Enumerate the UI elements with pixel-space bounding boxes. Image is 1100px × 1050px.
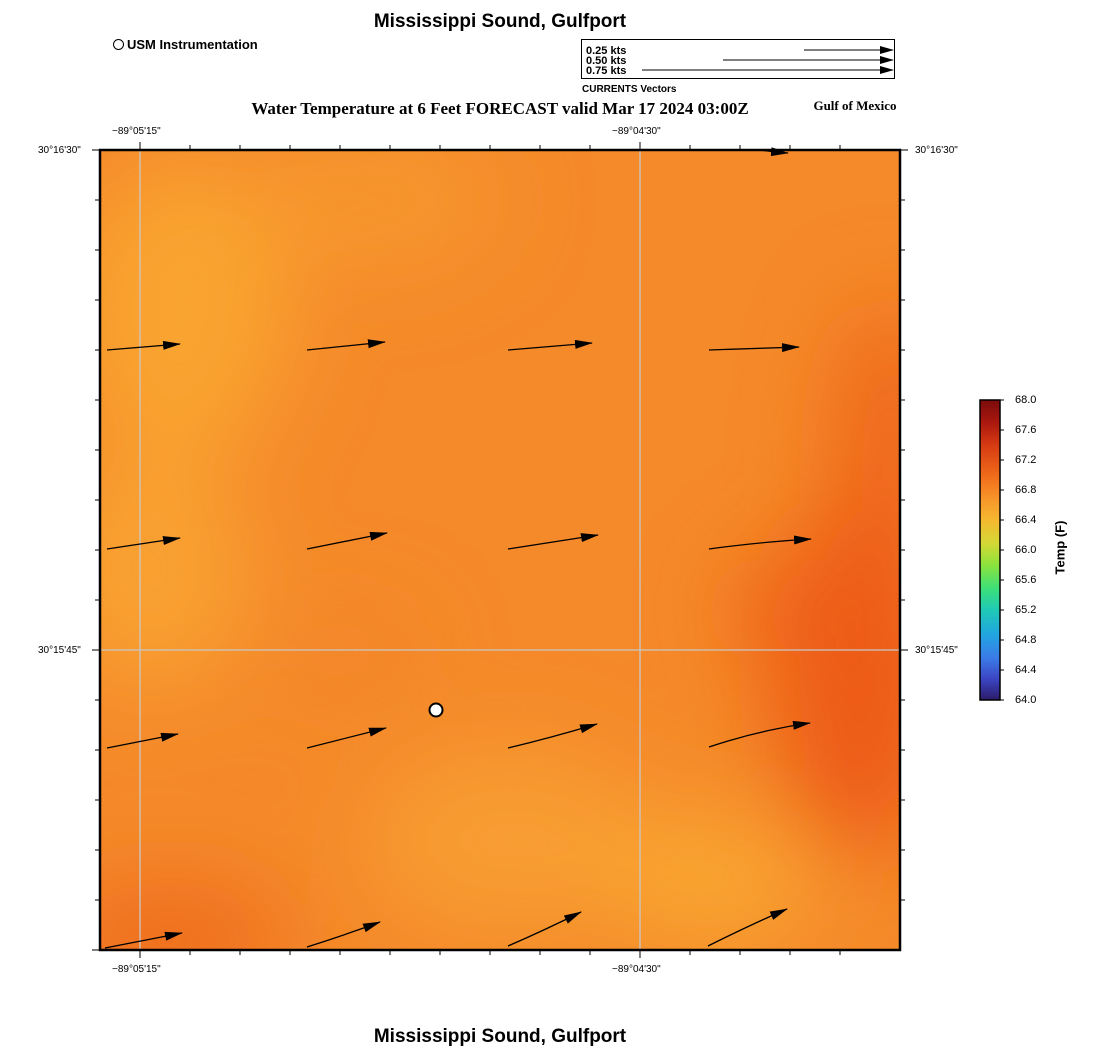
colorbar-tick-label: 64.4 <box>1015 664 1037 676</box>
colorbar-tick-label: 68.0 <box>1015 394 1037 406</box>
ref-vector-label-3: 0.75 kts <box>586 65 627 77</box>
current-vector <box>306 339 386 351</box>
gridlines <box>100 150 900 950</box>
colorbar-tick-label: 66.4 <box>1015 514 1037 526</box>
map-subtitle: Water Temperature at 6 Feet FORECAST val… <box>251 99 749 118</box>
current-vector <box>507 911 582 947</box>
current-vector <box>104 931 183 949</box>
colorbar-ticks <box>1000 399 1004 701</box>
colorbar-title: Temp (F) <box>1052 520 1068 575</box>
reference-vectors-svg <box>642 46 894 74</box>
colorbar-tick-label: 67.6 <box>1015 424 1037 436</box>
footer-title: Mississippi Sound, Gulfport <box>373 1026 627 1047</box>
left-tick-label-1: 30°16'30" <box>38 145 81 156</box>
current-vector <box>106 536 181 550</box>
colorbar-gradient <box>979 399 1001 701</box>
ref-vector-label-2: 0.50 kts <box>586 55 627 67</box>
map-title: Mississippi Sound, Gulfport <box>373 11 627 32</box>
colorbar-tick-label: 65.6 <box>1015 574 1037 586</box>
colorbar-tick-label: 64.8 <box>1015 634 1037 646</box>
top-tick-label-1: −89°05'15" <box>112 126 161 137</box>
colorbar-tick-label: 64.0 <box>1015 694 1037 706</box>
bottom-tick-label-2: −89°04'30" <box>612 964 661 975</box>
current-vectors <box>104 147 812 949</box>
current-vector <box>708 343 800 353</box>
station-legend-label: USM Instrumentation <box>127 37 258 52</box>
colorbar-tick-label: 66.0 <box>1015 544 1037 556</box>
right-tick-label-1: 30°16'30" <box>915 145 958 156</box>
colorbar-tick-label: 66.8 <box>1015 484 1037 496</box>
current-vector <box>708 720 811 748</box>
station-legend: USM Instrumentation <box>113 37 258 52</box>
current-vector <box>707 908 788 947</box>
current-vector <box>507 533 599 550</box>
colorbar-tick-label: 67.2 <box>1015 454 1037 466</box>
current-vector <box>106 732 179 749</box>
current-vector <box>759 147 789 157</box>
top-tick-label-2: −89°04'30" <box>612 126 661 137</box>
right-tick-label-2: 30°15'45" <box>915 645 958 656</box>
region-label: Gulf of Mexico <box>813 98 897 113</box>
current-vector <box>106 340 181 351</box>
current-vector <box>306 727 387 749</box>
current-vector <box>708 535 812 550</box>
current-vector <box>507 339 593 351</box>
bottom-tick-label-1: −89°05'15" <box>112 964 161 975</box>
temperature-map <box>92 142 908 958</box>
frame-ticks <box>92 142 908 958</box>
left-tick-label-2: 30°15'45" <box>38 645 81 656</box>
station-marker-icon <box>113 39 124 50</box>
current-vector <box>507 723 598 749</box>
current-vector <box>306 921 381 948</box>
usm-station-marker <box>428 702 444 718</box>
colorbar <box>979 399 1004 701</box>
colorbar-tick-label: 65.2 <box>1015 604 1037 616</box>
vector-legend-title: CURRENTS Vectors <box>582 84 677 95</box>
reference-vector-box: 0.25 kts 0.50 kts 0.75 kts <box>581 39 895 79</box>
ref-vector-label-1: 0.25 kts <box>586 45 627 57</box>
temperature-field <box>100 150 900 950</box>
current-vector <box>306 531 388 550</box>
